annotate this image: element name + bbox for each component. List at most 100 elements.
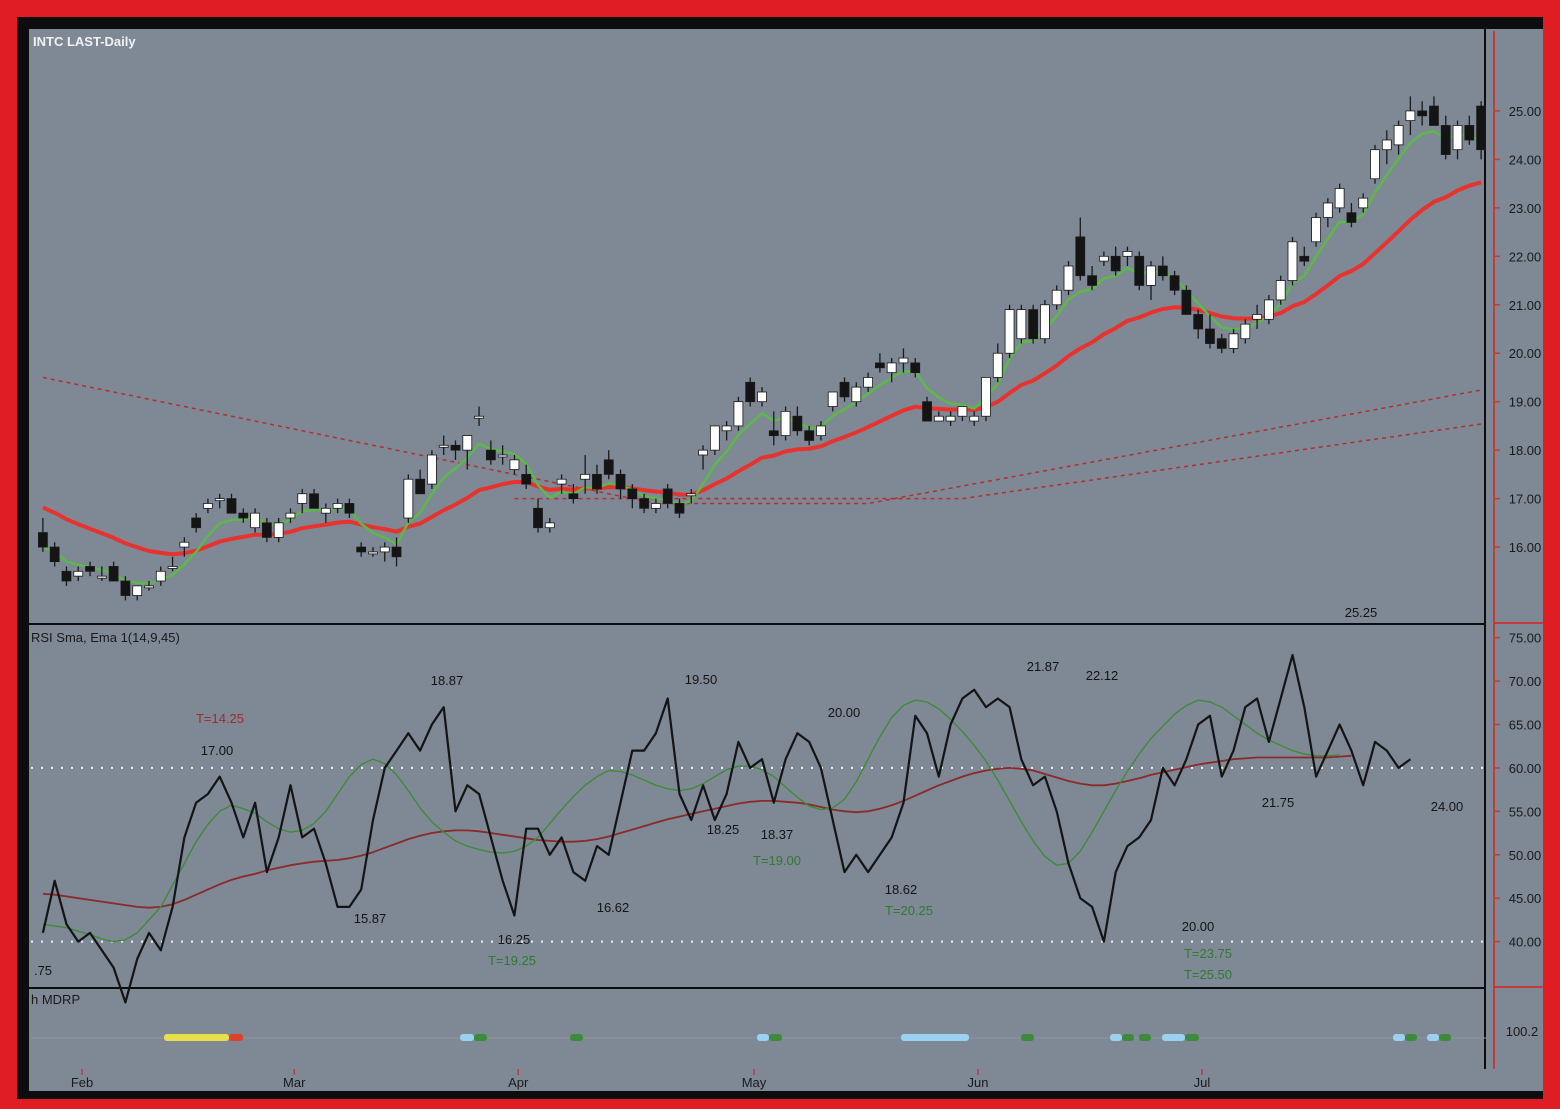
candle-body (1016, 309, 1027, 340)
candle (1240, 319, 1251, 344)
candle (792, 406, 803, 436)
x-tick-label: Jul (1194, 1075, 1211, 1090)
candle (226, 493, 237, 514)
candle (639, 493, 649, 514)
x-axis-strip (29, 1069, 1543, 1091)
rsi-price-annotation: 16.25 (498, 932, 531, 947)
x-tick-label: Feb (71, 1075, 93, 1090)
candle-body (1193, 314, 1204, 330)
candle-body (250, 512, 260, 529)
candle (1040, 299, 1050, 344)
candle-body (851, 386, 862, 403)
candle (379, 542, 390, 562)
mdrp-signal-bar (1110, 1034, 1122, 1041)
candle (38, 518, 48, 552)
candle (462, 435, 473, 470)
candle (320, 503, 331, 523)
candle-body (969, 415, 980, 422)
candle (85, 561, 95, 577)
candle-body (179, 541, 190, 548)
candle-body (1028, 309, 1039, 340)
candle-body (615, 473, 626, 490)
candle-body (273, 522, 284, 538)
chart-window: 17.00 18.87 19.50 20.00 21.87 22.12 25.25 15.87… (17, 17, 1543, 1099)
candle (1181, 285, 1192, 315)
rsi-price-annotation: 21.87 (1027, 659, 1060, 674)
candle-body (568, 493, 579, 500)
candle (261, 518, 272, 543)
candle-body (981, 377, 991, 417)
candle-body (839, 381, 850, 398)
candle (1122, 246, 1133, 266)
candle-body (875, 362, 885, 369)
candle-body (1205, 328, 1215, 344)
candle-body (1181, 289, 1192, 315)
candle-body (709, 425, 720, 451)
rsi-tick-label: 55.00 (1509, 804, 1542, 819)
price-tick-label: 24.00 (1509, 152, 1542, 167)
candle (698, 445, 708, 470)
mdrp-signal-bar (1427, 1034, 1439, 1041)
candle (1440, 115, 1451, 160)
candle (910, 358, 921, 378)
candle-body (1464, 125, 1475, 141)
candle (863, 372, 873, 392)
rsi-target-annotation: T=19.00 (753, 853, 801, 868)
candle-body (1440, 125, 1451, 155)
rsi-price-annotation: 19.50 (685, 672, 718, 687)
candle-body (1476, 105, 1486, 151)
candle (309, 488, 319, 509)
candle-body (1004, 309, 1015, 354)
candle-body (1252, 314, 1263, 320)
candle-body (1370, 149, 1380, 180)
candle (1381, 130, 1392, 165)
candle (191, 513, 202, 533)
candle-body (368, 551, 378, 555)
candle-body (1381, 139, 1392, 151)
candle-body (768, 430, 779, 437)
candle-body (1311, 217, 1321, 243)
candle-body (863, 377, 873, 388)
candle (827, 391, 838, 412)
rsi-price-annotation: 20.00 (828, 705, 861, 720)
candle (1346, 203, 1357, 228)
candle (1264, 295, 1274, 325)
rsi-series-ema (42, 754, 1352, 909)
candle-body (403, 478, 414, 519)
candle-body (1429, 105, 1439, 126)
candle-body (686, 493, 697, 497)
candle (1252, 304, 1263, 329)
candle-body (1417, 110, 1428, 117)
candle (1004, 304, 1015, 359)
candle (179, 537, 190, 557)
candle (533, 498, 543, 533)
candle (922, 396, 932, 422)
candle-body (580, 473, 591, 480)
candle (273, 518, 284, 543)
candle (61, 566, 72, 586)
candle-body (356, 546, 367, 553)
rsi-layer: 17.00 18.87 19.50 20.00 21.87 22.12 25.25 15.87… (31, 605, 1487, 1004)
candle-body (1275, 280, 1286, 301)
candle-body (1240, 323, 1251, 340)
candle (403, 474, 414, 523)
candle-body (38, 532, 48, 548)
candle (1417, 101, 1428, 126)
rsi-price-annotation: 21.75 (1262, 795, 1295, 810)
candle-body (1334, 188, 1345, 209)
candle-body (922, 401, 932, 422)
candle-body (214, 498, 225, 502)
candle (580, 455, 591, 494)
rsi-tick-label: 40.00 (1509, 935, 1542, 950)
candle-body (73, 570, 84, 577)
candle-body (745, 381, 756, 403)
candle-body (592, 473, 602, 490)
candle (662, 484, 673, 509)
candle (780, 406, 791, 441)
candle-body (320, 507, 331, 514)
candle-body (556, 478, 567, 485)
candle (1051, 285, 1062, 310)
candle (933, 411, 944, 422)
candle (1275, 275, 1286, 305)
mdrp-signal-bar (1162, 1034, 1185, 1041)
